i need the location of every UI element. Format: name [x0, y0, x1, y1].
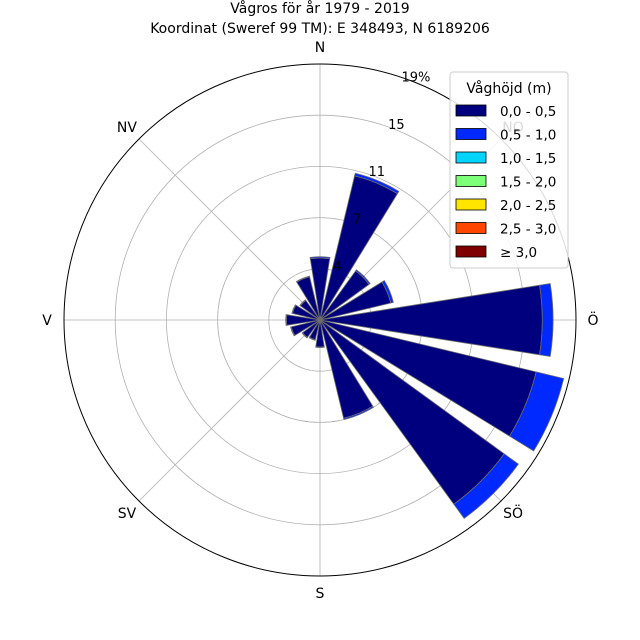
legend-label-0: 0,0 - 0,5	[500, 104, 556, 120]
sector-4-bin-1	[539, 283, 554, 357]
legend-swatch-6	[455, 245, 487, 258]
sector-11-bin-1	[290, 326, 296, 337]
radial-tick-label-0: 4	[333, 260, 341, 275]
legend-label-6: ≥ 3,0	[500, 245, 537, 261]
legend-label-1: 0,5 - 1,0	[500, 128, 556, 144]
sector-8-bin-1	[315, 346, 325, 349]
sector-0-bin-1	[309, 256, 331, 260]
direction-label-4: S	[316, 586, 325, 602]
legend-swatch-0	[455, 104, 487, 117]
sector-14-bin-1	[299, 299, 307, 307]
legend-label-4: 2,0 - 2,5	[500, 198, 556, 214]
legend-label-2: 1,0 - 1,5	[500, 151, 556, 167]
sector-5-bin-1	[509, 371, 565, 452]
sector-2-bin-1	[355, 269, 371, 285]
legend-items: 0,0 - 0,5 0,5 - 1,0 1,0 - 1,5 1,5 - 2,0 2,0 …	[455, 104, 556, 261]
sector-15-bin-1	[295, 275, 311, 283]
sector-6-bin-1	[453, 453, 519, 519]
legend-swatch-1	[455, 128, 487, 140]
legend-swatch-5	[455, 222, 487, 234]
sector-9-bin-1	[308, 336, 316, 341]
radial-tick-label-2: 11	[369, 165, 386, 180]
legend-swatch-4	[455, 198, 487, 211]
direction-label-6: V	[42, 313, 52, 329]
radial-tick-label-4: 19%	[402, 70, 431, 85]
chart-title-line2: Koordinat (Sweref 99 TM): E 348493, N 61…	[150, 21, 490, 37]
direction-label-2: Ö	[587, 311, 598, 329]
radial-tick-label-1: 7	[353, 212, 361, 227]
sector-1-bin-1	[354, 172, 400, 195]
direction-label-0: N	[315, 40, 325, 56]
grid-spoke-5	[138, 319, 321, 502]
sector-12-bin-1	[285, 314, 288, 326]
sector-7-bin-1	[343, 405, 375, 421]
chart-title-line1: Vågros för år 1979 - 2019	[230, 0, 409, 17]
direction-label-7: NV	[117, 120, 137, 136]
rose-sectors	[285, 172, 565, 519]
radial-tick-label-3: 15	[388, 118, 405, 133]
direction-label-3: SÖ	[503, 504, 523, 522]
grid-spoke-7	[138, 138, 321, 321]
sector-13-bin-1	[291, 304, 297, 314]
polar-frame	[63, 63, 577, 577]
legend-swatch-2	[455, 151, 487, 164]
legend: Våghöjd (m) 0,0 - 0,5 0,5 - 1,0 1,0 - 1,5 1…	[449, 71, 569, 269]
legend-title: Våghöjd (m)	[466, 80, 551, 97]
direction-label-5: SV	[118, 506, 137, 522]
legend-frame	[449, 71, 569, 269]
radial-tick-labels: 4 7 11 15 19%	[333, 70, 430, 274]
sector-3-bin-1	[381, 280, 394, 304]
sector-10-bin-1	[301, 332, 308, 339]
legend-label-5: 2,5 - 3,0	[500, 222, 556, 238]
legend-swatch-3	[455, 175, 487, 187]
legend-label-3: 1,5 - 2,0	[500, 175, 556, 191]
